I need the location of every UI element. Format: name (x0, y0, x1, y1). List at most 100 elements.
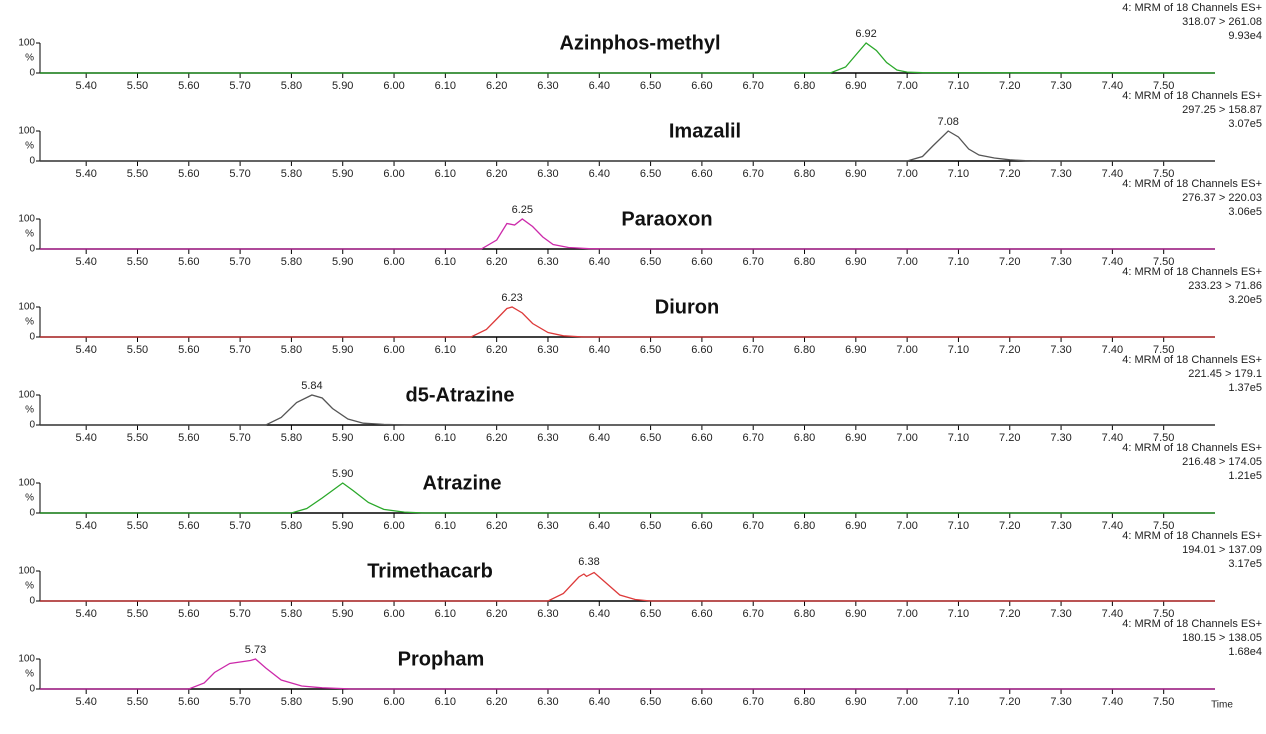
x-tick-label: 6.60 (691, 520, 712, 532)
channel-info: 4: MRM of 18 Channels ES+ (1122, 90, 1262, 102)
x-tick-label: 7.20 (999, 256, 1020, 268)
x-tick-label: 6.00 (383, 608, 404, 620)
x-tick-label: 7.50 (1153, 168, 1174, 180)
channel-info: 4: MRM of 18 Channels ES+ (1122, 530, 1262, 542)
y-tick-label: 0 (29, 684, 35, 695)
x-tick-label: 7.00 (896, 256, 917, 268)
peak-label: 7.08 (937, 116, 958, 128)
x-tick-label: 5.70 (229, 432, 250, 444)
trace (40, 571, 1215, 602)
x-tick-label: 5.90 (332, 80, 353, 92)
x-tick-label: 6.60 (691, 608, 712, 620)
compound-title: Atrazine (423, 472, 502, 494)
compound-title: Trimethacarb (367, 560, 493, 582)
x-tick-label: 7.20 (999, 344, 1020, 356)
x-tick-label: 5.50 (127, 168, 148, 180)
x-tick-label: 7.10 (948, 344, 969, 356)
y-tick-label: 100 (18, 302, 35, 313)
x-tick-label: 6.10 (435, 168, 456, 180)
x-tick-label: 5.40 (75, 80, 96, 92)
x-tick-label: 7.00 (896, 432, 917, 444)
x-tick-label: 6.90 (845, 256, 866, 268)
channel-info: 4: MRM of 18 Channels ES+ (1122, 2, 1262, 14)
x-tick-label: 7.50 (1153, 256, 1174, 268)
x-tick-label: 7.50 (1153, 344, 1174, 356)
x-tick-label: 6.10 (435, 344, 456, 356)
y-tick-label: 0 (29, 244, 35, 255)
y-tick-label: 0 (29, 156, 35, 167)
x-tick-label: 7.50 (1153, 608, 1174, 620)
x-tick-label: 5.60 (178, 696, 199, 708)
x-tick-label: 5.90 (332, 344, 353, 356)
channel-info: 297.25 > 158.87 (1182, 104, 1262, 116)
x-tick-label: 7.10 (948, 80, 969, 92)
peak-label: 6.38 (578, 556, 599, 568)
x-tick-label: 7.50 (1153, 80, 1174, 92)
x-tick-label: 6.30 (537, 256, 558, 268)
x-tick-label: 7.40 (1102, 344, 1123, 356)
x-tick-label: 6.70 (742, 608, 763, 620)
channel-info: 9.93e4 (1228, 30, 1262, 42)
x-tick-label: 7.50 (1153, 520, 1174, 532)
x-tick-label: 5.40 (75, 696, 96, 708)
x-tick-label: 6.40 (589, 80, 610, 92)
x-tick-label: 7.30 (1050, 432, 1071, 444)
x-tick-label: 5.60 (178, 344, 199, 356)
x-tick-label: 7.20 (999, 608, 1020, 620)
x-tick-label: 6.60 (691, 256, 712, 268)
x-tick-label: 6.00 (383, 168, 404, 180)
channel-info: 318.07 > 261.08 (1182, 16, 1262, 28)
x-tick-label: 7.00 (896, 168, 917, 180)
y-tick-label: 0 (29, 508, 35, 519)
x-tick-label: 5.70 (229, 520, 250, 532)
compound-title: Imazalil (669, 120, 741, 142)
x-tick-label: 6.50 (640, 256, 661, 268)
y-tick-label: 100 (18, 214, 35, 225)
y-axis-label: % (25, 493, 34, 504)
compound-title: Diuron (655, 296, 719, 318)
x-tick-label: 5.80 (281, 608, 302, 620)
channel-info: 1.68e4 (1228, 646, 1262, 658)
x-tick-label: 5.40 (75, 256, 96, 268)
x-tick-label: 6.70 (742, 344, 763, 356)
x-tick-label: 6.80 (794, 520, 815, 532)
x-tick-label: 5.80 (281, 256, 302, 268)
x-tick-label: 6.30 (537, 80, 558, 92)
x-tick-label: 7.40 (1102, 608, 1123, 620)
x-tick-label: 6.40 (589, 432, 610, 444)
channel-info: 194.01 > 137.09 (1182, 544, 1262, 556)
trace (40, 218, 1215, 250)
x-tick-label: 5.70 (229, 696, 250, 708)
x-tick-label: 6.40 (589, 168, 610, 180)
x-tick-label: 5.50 (127, 520, 148, 532)
x-tick-label: 6.30 (537, 696, 558, 708)
x-tick-label: 5.80 (281, 80, 302, 92)
trace (40, 394, 1215, 426)
y-tick-label: 0 (29, 332, 35, 343)
x-tick-label: 6.60 (691, 432, 712, 444)
x-axis-label: Time (1211, 700, 1233, 711)
channel-info: 4: MRM of 18 Channels ES+ (1122, 618, 1262, 630)
channel-info: 3.06e5 (1228, 206, 1262, 218)
x-tick-label: 6.20 (486, 520, 507, 532)
x-tick-label: 6.00 (383, 432, 404, 444)
x-tick-label: 6.20 (486, 608, 507, 620)
channel-info: 4: MRM of 18 Channels ES+ (1122, 354, 1262, 366)
trace (40, 658, 1215, 690)
x-tick-label: 7.10 (948, 608, 969, 620)
x-tick-label: 6.30 (537, 608, 558, 620)
x-tick-label: 5.60 (178, 520, 199, 532)
x-tick-label: 6.20 (486, 344, 507, 356)
x-tick-label: 6.60 (691, 80, 712, 92)
compound-title: d5-Atrazine (406, 384, 515, 406)
x-tick-label: 6.80 (794, 432, 815, 444)
x-tick-label: 7.40 (1102, 168, 1123, 180)
x-tick-label: 6.90 (845, 520, 866, 532)
x-tick-label: 7.40 (1102, 80, 1123, 92)
x-tick-label: 6.70 (742, 256, 763, 268)
x-tick-label: 7.30 (1050, 80, 1071, 92)
x-tick-label: 6.90 (845, 80, 866, 92)
x-tick-label: 7.00 (896, 696, 917, 708)
x-tick-label: 7.30 (1050, 696, 1071, 708)
